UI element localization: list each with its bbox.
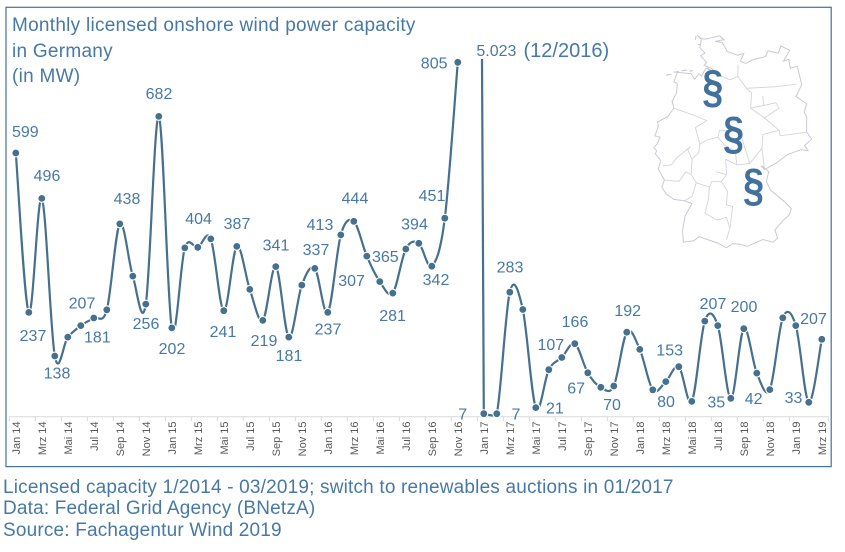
- svg-text:599: 599: [12, 124, 39, 141]
- svg-text:241: 241: [210, 324, 237, 341]
- svg-text:Mrz 18: Mrz 18: [661, 422, 673, 456]
- svg-text:42: 42: [745, 391, 763, 408]
- svg-text:341: 341: [263, 237, 290, 254]
- svg-text:(12/2016): (12/2016): [524, 40, 610, 62]
- svg-text:413: 413: [307, 217, 334, 234]
- svg-text:342: 342: [423, 272, 450, 289]
- svg-text:Sep 15: Sep 15: [271, 422, 283, 457]
- svg-text:Jan 17: Jan 17: [479, 422, 491, 455]
- svg-text:Jul 16: Jul 16: [401, 422, 413, 451]
- svg-text:387: 387: [224, 216, 251, 233]
- svg-text:Nov 14: Nov 14: [141, 422, 153, 457]
- svg-text:33: 33: [785, 390, 803, 407]
- svg-text:Mai 17: Mai 17: [531, 422, 543, 455]
- svg-text:Mrz 14: Mrz 14: [37, 422, 49, 456]
- svg-text:§: §: [702, 61, 723, 112]
- svg-text:207: 207: [800, 311, 827, 328]
- svg-text:80: 80: [657, 394, 675, 411]
- svg-text:444: 444: [342, 191, 369, 208]
- svg-text:496: 496: [34, 168, 61, 185]
- svg-text:Mai 16: Mai 16: [375, 422, 387, 455]
- svg-text:181: 181: [84, 330, 111, 347]
- svg-text:Nov 17: Nov 17: [609, 422, 621, 457]
- svg-text:Mrz 19: Mrz 19: [817, 422, 829, 456]
- svg-text:Mai 18: Mai 18: [687, 422, 699, 455]
- svg-text:Mai 15: Mai 15: [219, 422, 231, 455]
- svg-text:Jan 16: Jan 16: [323, 422, 335, 455]
- svg-text:805: 805: [421, 55, 448, 72]
- svg-text:Sep 17: Sep 17: [583, 422, 595, 457]
- svg-text:207: 207: [700, 296, 727, 313]
- svg-text:166: 166: [562, 314, 589, 331]
- svg-text:Jul 14: Jul 14: [89, 422, 101, 451]
- svg-text:Mai 14: Mai 14: [63, 422, 75, 455]
- svg-text:438: 438: [114, 191, 141, 208]
- svg-text:256: 256: [133, 316, 160, 333]
- svg-text:337: 337: [303, 242, 330, 259]
- svg-text:283: 283: [497, 260, 524, 277]
- svg-text:70: 70: [603, 397, 621, 414]
- svg-text:5.023: 5.023: [476, 43, 516, 60]
- svg-text:138: 138: [44, 366, 71, 383]
- svg-text:Nov 18: Nov 18: [765, 422, 777, 457]
- svg-text:365: 365: [372, 249, 399, 266]
- svg-text:200: 200: [731, 299, 758, 316]
- svg-text:404: 404: [185, 211, 212, 228]
- svg-text:451: 451: [419, 188, 446, 205]
- svg-text:67: 67: [567, 380, 585, 397]
- svg-text:Mrz 17: Mrz 17: [505, 422, 517, 456]
- svg-text:107: 107: [537, 337, 564, 354]
- svg-text:237: 237: [315, 321, 342, 338]
- svg-text:21: 21: [546, 401, 564, 418]
- svg-text:153: 153: [656, 342, 683, 359]
- svg-text:35: 35: [707, 394, 725, 411]
- svg-text:7: 7: [512, 407, 521, 424]
- svg-text:394: 394: [401, 217, 428, 234]
- svg-text:Jan 18: Jan 18: [635, 422, 647, 455]
- svg-text:Nov 15: Nov 15: [297, 422, 309, 457]
- svg-text:Jul 15: Jul 15: [245, 422, 257, 451]
- svg-text:§: §: [743, 159, 764, 210]
- svg-text:Jan 14: Jan 14: [11, 422, 23, 455]
- svg-text:§: §: [723, 107, 744, 158]
- svg-text:Jan 19: Jan 19: [791, 422, 803, 455]
- svg-text:202: 202: [159, 341, 186, 358]
- svg-text:219: 219: [251, 333, 278, 350]
- svg-text:682: 682: [146, 86, 173, 103]
- svg-text:237: 237: [20, 328, 47, 345]
- svg-text:Jul 18: Jul 18: [713, 422, 725, 451]
- svg-text:307: 307: [338, 273, 365, 290]
- svg-text:207: 207: [69, 296, 96, 313]
- svg-text:Sep 16: Sep 16: [427, 422, 439, 457]
- svg-text:Nov 16: Nov 16: [453, 422, 465, 457]
- svg-text:Jul 17: Jul 17: [557, 422, 569, 451]
- svg-text:Mrz 15: Mrz 15: [193, 422, 205, 456]
- svg-text:7: 7: [458, 407, 467, 424]
- svg-text:181: 181: [276, 348, 303, 365]
- svg-text:Sep 18: Sep 18: [739, 422, 751, 457]
- svg-text:281: 281: [379, 308, 406, 325]
- svg-text:Mrz 16: Mrz 16: [349, 422, 361, 456]
- svg-text:192: 192: [614, 303, 641, 320]
- svg-text:Sep 14: Sep 14: [115, 422, 127, 457]
- svg-text:Jan 15: Jan 15: [167, 422, 179, 455]
